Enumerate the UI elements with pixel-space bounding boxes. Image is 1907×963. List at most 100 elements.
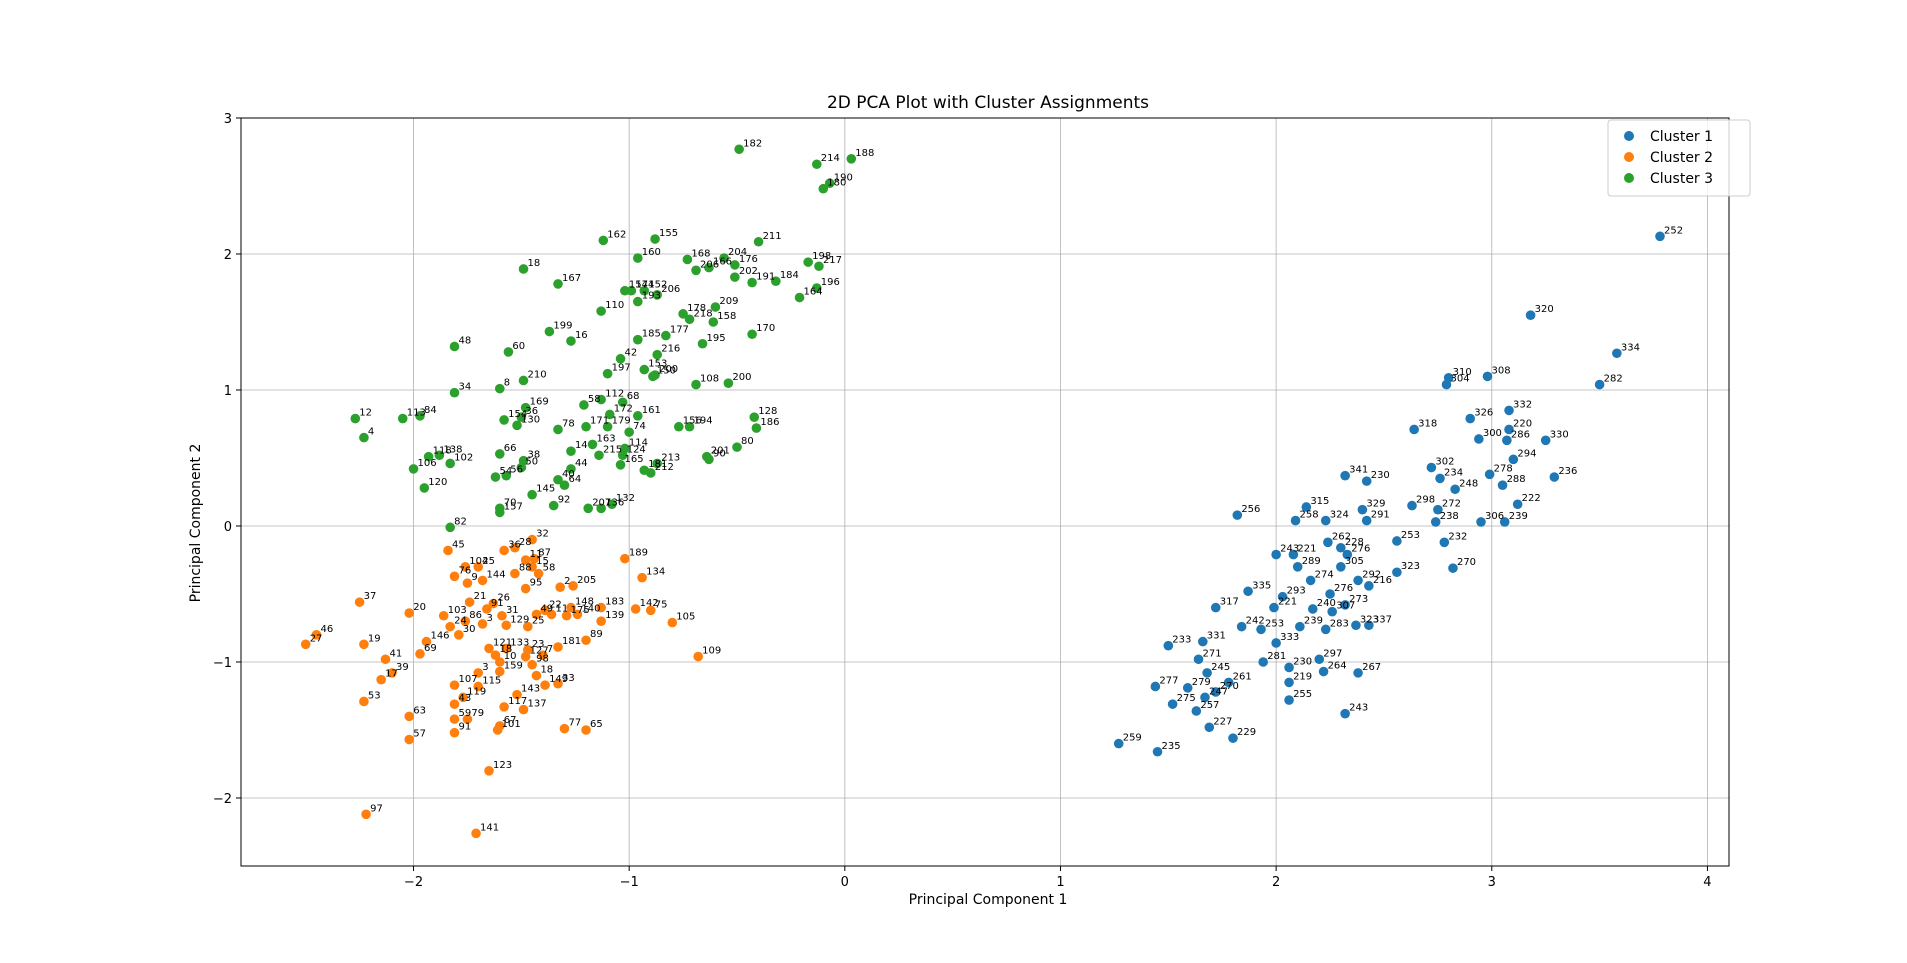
point-label: 228 [1345,537,1364,548]
point-label: 68 [627,391,640,402]
data-point-cluster-2 [510,568,520,579]
data-point-cluster-1 [1243,586,1253,597]
point-label: 206 [661,284,680,295]
point-label: 106 [418,458,437,469]
point-label: 36 [508,539,521,550]
data-point-cluster-3 [814,261,824,272]
point-label: 221 [1297,544,1316,555]
point-label: 206 [700,259,719,270]
point-label: 170 [756,323,775,334]
x-tick-label: 0 [841,875,849,890]
data-point-cluster-2 [527,659,537,670]
data-point-cluster-1 [1409,424,1419,435]
point-label: 66 [504,443,517,454]
data-point-cluster-2 [529,553,540,564]
point-label: 252 [1664,225,1683,236]
data-point-cluster-3 [732,442,742,452]
data-point-cluster-1 [1361,476,1372,486]
point-label: 293 [1287,586,1306,597]
point-label: 22 [549,599,562,610]
data-point-cluster-1 [1364,620,1374,631]
point-label: 326 [1474,408,1493,419]
point-label: 298 [1416,495,1435,506]
point-label: 217 [823,255,842,266]
point-label: 136 [605,497,624,508]
data-point-cluster-2 [462,714,473,724]
data-point-cluster-2 [553,642,563,652]
point-label: 286 [1511,429,1530,440]
data-point-cluster-3 [747,277,757,288]
point-label: 307 [1336,601,1355,612]
y-tick-label: 2 [224,248,232,263]
point-label: 90 [713,448,726,459]
point-label: 297 [1323,648,1342,659]
point-label: 304 [1450,374,1469,385]
data-points [300,144,1665,839]
point-label: 140 [581,603,600,614]
x-tick-label: 1 [1056,875,1064,890]
data-point-cluster-3 [730,260,740,270]
x-tick-label: −2 [404,875,423,890]
point-label: 19 [368,633,381,644]
data-point-cluster-1 [1320,515,1331,526]
data-point-cluster-2 [540,680,550,690]
point-label: 33 [562,673,575,684]
point-label: 334 [1621,342,1640,353]
point-label: 104 [469,556,488,567]
data-point-cluster-2 [484,766,494,776]
point-label: 172 [614,403,633,414]
data-point-cluster-1 [1502,435,1512,446]
data-point-cluster-1 [1210,602,1221,613]
point-label: 243 [1349,703,1368,714]
point-label: 4 [368,427,374,438]
point-label: 230 [1293,656,1312,667]
data-point-cluster-1 [1549,472,1560,482]
data-point-cluster-2 [555,582,565,592]
point-label: 75 [655,599,668,610]
point-label: 80 [741,436,754,447]
point-label: 243 [1280,544,1299,555]
data-point-cluster-2 [518,704,529,715]
point-label: 63 [413,705,426,716]
point-label: 162 [607,229,626,240]
point-label: 186 [760,417,779,428]
x-tick-label: 4 [1703,875,1711,890]
data-point-cluster-3 [579,400,589,410]
data-point-cluster-3 [661,330,671,341]
data-point-cluster-3 [501,470,512,481]
point-label: 39 [396,662,409,673]
point-label: 133 [510,637,529,648]
data-point-cluster-3 [587,439,598,450]
data-point-cluster-3 [596,306,606,316]
data-point-cluster-2 [581,725,591,735]
y-axis-label: Principal Component 2 [188,444,204,603]
data-point-cluster-1 [1433,504,1443,515]
legend-marker-cluster-3 [1624,173,1634,183]
point-label: 70 [504,497,517,508]
point-label: 56 [510,465,523,476]
data-point-cluster-1 [1482,371,1493,382]
data-point-cluster-2 [499,702,509,712]
data-point-cluster-2 [561,610,572,621]
data-point-cluster-3 [544,326,555,337]
data-point-cluster-2 [596,602,606,613]
data-point-cluster-1 [1200,692,1210,703]
data-point-cluster-3 [846,154,857,164]
point-label: 239 [1509,511,1528,522]
data-point-cluster-2 [458,692,468,703]
data-point-cluster-1 [1525,310,1536,321]
data-point-cluster-3 [559,480,570,491]
data-point-cluster-1 [1167,699,1178,709]
point-label: 201 [711,446,730,457]
data-point-cluster-3 [516,412,527,423]
data-point-cluster-2 [473,668,484,678]
data-point-cluster-1 [1202,668,1212,678]
data-point-cluster-1 [1655,231,1665,242]
data-point-cluster-1 [1351,620,1361,631]
point-label: 15 [536,556,549,567]
data-point-cluster-3 [682,254,693,265]
data-point-cluster-3 [494,507,505,518]
point-label: 32 [536,529,549,540]
point-label: 331 [1207,631,1226,642]
point-label: 205 [577,575,596,586]
